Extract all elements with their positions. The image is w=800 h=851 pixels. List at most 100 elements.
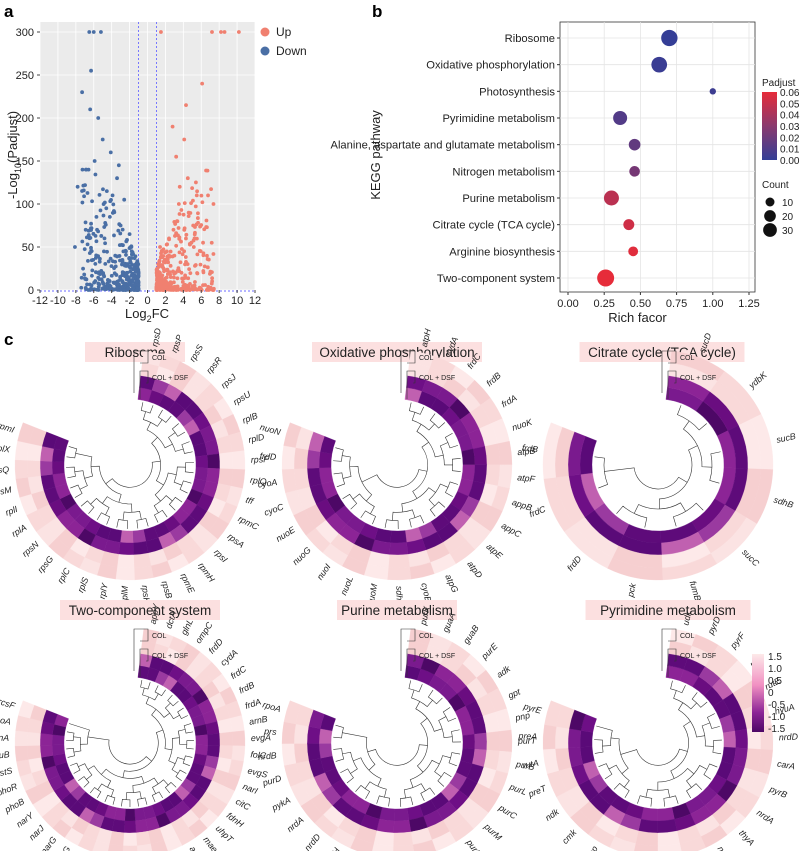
x-tick-label: -12 [32, 295, 48, 307]
color-legend-tick: 0.01 [780, 145, 800, 156]
data-point [110, 211, 115, 215]
up-point [157, 279, 162, 284]
row-bracket [406, 648, 416, 677]
pathway-label: Alanine, aspartate and glutamate metabol… [330, 140, 555, 152]
heatmap-cell [26, 443, 43, 462]
data-point [157, 270, 162, 275]
dendrogram-branch [122, 729, 164, 778]
size-legend-dot [764, 210, 776, 222]
heatmap-cell [132, 529, 147, 544]
dendrogram-branch [701, 722, 714, 747]
heatmap-cell [497, 441, 513, 466]
data-point [80, 189, 84, 193]
color-legend-title: Padjust [762, 78, 796, 89]
data-point [165, 242, 170, 247]
gene-label: frdC [229, 663, 249, 681]
enrichment-dot [613, 111, 628, 125]
data-point [181, 276, 186, 281]
dendrogram-branch [154, 509, 168, 523]
data-point [190, 284, 195, 289]
row-label-col: COL [419, 355, 434, 362]
heat-scale-tick: 0.5 [768, 676, 782, 687]
data-point [96, 229, 101, 234]
down-point [102, 236, 107, 241]
dendrogram-branch [173, 466, 186, 486]
dendrogram-branch [142, 411, 163, 427]
up-point [156, 262, 161, 267]
data-point [211, 288, 216, 292]
data-point [114, 273, 119, 277]
dendrogram-branch [604, 467, 688, 490]
up-point [159, 30, 163, 34]
heatmap-cell [318, 743, 333, 759]
data-point [179, 239, 183, 244]
gene-label: rplM [119, 585, 130, 603]
gene-label: thyA [737, 828, 756, 848]
gene-label: cydA [218, 647, 239, 667]
gene-label: gpt [507, 686, 523, 700]
data-point [183, 273, 187, 278]
data-point [129, 252, 134, 257]
volcano-plot: -12 -10 -8 -6 -4 -2 0 2 4 6 8 10 1205010015020025030… [5, 22, 307, 324]
data-point [192, 232, 197, 237]
gene-label: rpsQ [0, 464, 9, 475]
heatmap-cell [218, 745, 234, 760]
heatmap-title-box [337, 600, 457, 620]
dendrogram-branch [140, 680, 151, 690]
dendrogram-branch [598, 763, 613, 780]
data-point [126, 282, 130, 287]
heatmap-cell [554, 726, 570, 749]
data-point [88, 288, 93, 292]
data-point [184, 283, 189, 288]
heatmap-cell [207, 733, 221, 746]
color-legend-tick: 0.02 [780, 133, 800, 144]
circular-heatmap: RibosomerpmIrplXrpsQrpsMrplIrplArpsNrpsG… [0, 327, 269, 605]
heatmap-cell [135, 819, 149, 833]
heatmap-cell [474, 732, 488, 751]
heatmap-cell [124, 808, 136, 822]
row-bracket [661, 628, 677, 671]
gene-label: folC [250, 749, 267, 760]
heatmap-cell [579, 730, 594, 748]
heatmap-cell [461, 448, 476, 466]
gene-label: arnB [248, 714, 268, 727]
gene-label: prs [263, 726, 278, 737]
x-tick-label: 0.25 [593, 298, 614, 310]
gene-label: ydbK [746, 369, 769, 391]
data-point [129, 249, 134, 254]
heatmap-cell [497, 464, 513, 489]
up-point [168, 275, 173, 279]
dendrogram-branch [401, 487, 436, 513]
dendrogram-branch [409, 759, 440, 788]
heatmap-cell [14, 440, 30, 461]
dendrogram-branch [140, 402, 154, 414]
data-point [124, 264, 129, 268]
data-point [136, 268, 141, 272]
size-legend-tick: 30 [782, 226, 794, 237]
y-axis-title-sub: 10 [13, 163, 23, 173]
dendrogram-branch [451, 729, 461, 743]
x-tick-label: 12 [249, 295, 261, 307]
heatmap-cell [17, 422, 35, 444]
gene-label: rplD [247, 432, 265, 445]
data-point [177, 250, 182, 255]
gene-label: preT [526, 783, 548, 800]
color-legend-tick: 0.06 [780, 88, 800, 99]
color-legend-tick: 0.04 [780, 111, 800, 122]
dendrogram-branch [663, 795, 679, 807]
heatmap-cell [219, 731, 234, 746]
dendrogram-branch [70, 762, 81, 774]
data-point [180, 252, 185, 257]
row-bracket [406, 370, 416, 399]
data-point [205, 253, 209, 258]
data-point [124, 253, 128, 257]
row-bracket [400, 350, 416, 393]
gene-label: frdB [521, 442, 538, 454]
size-legend-title: Count [762, 180, 789, 191]
up-point [200, 81, 205, 86]
data-point [112, 233, 116, 238]
dendrogram-branch [151, 791, 163, 803]
data-point [98, 208, 103, 213]
data-point [164, 249, 169, 254]
x-tick-label: 6 [198, 295, 204, 307]
